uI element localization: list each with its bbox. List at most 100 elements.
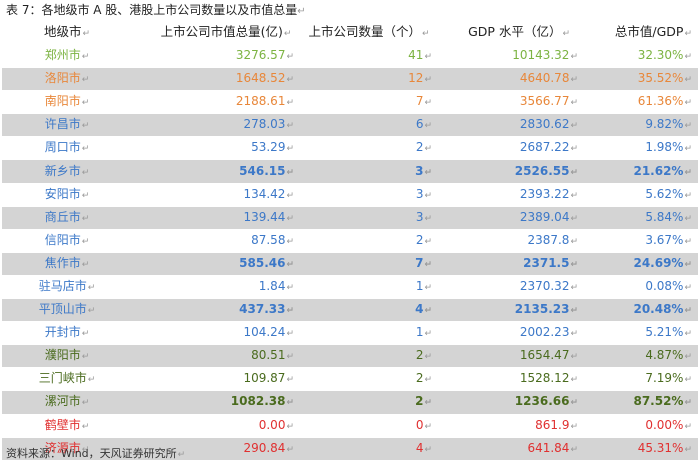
market-cap-cell: 2188.61↵ — [235, 94, 294, 109]
market-cap-cell: 0.00↵ — [258, 417, 294, 432]
gdp-cell: 2830.62↵ — [519, 117, 578, 132]
city-cell: 漯河市↵ — [44, 394, 90, 409]
city-cell: 济源市↵ — [44, 440, 90, 455]
company-count-cell: 2↵ — [415, 232, 432, 247]
gdp-cell: 641.84↵ — [527, 440, 578, 455]
company-count-cell: 3↵ — [415, 186, 432, 201]
cap-gdp-ratio-cell: 87.52%↵ — [633, 394, 692, 409]
city-cell: 濮阳市↵ — [44, 348, 90, 363]
company-count-cell: 2↵ — [415, 371, 432, 386]
city-cell: 信阳市↵ — [44, 232, 90, 247]
caption-text: 表 7：各地级市 A 股、港股上市公司数量以及市值总量 — [6, 3, 298, 17]
gdp-cell: 2389.04↵ — [519, 209, 578, 224]
market-cap-cell: 3276.57↵ — [235, 48, 294, 63]
city-cell: 安阳市↵ — [44, 186, 90, 201]
cap-gdp-ratio-cell: 4.87%↵ — [645, 348, 692, 363]
table-row: 周口市↵ 53.29↵ 2↵ 2687.22↵ 1.98%↵ — [2, 136, 698, 160]
company-count-cell: 2↵ — [415, 394, 432, 409]
market-cap-cell: 546.15↵ — [239, 163, 294, 178]
table-row: 濮阳市↵ 80.51↵ 2↵ 1654.47↵ 4.87%↵ — [2, 344, 698, 368]
city-cell: 驻马店市↵ — [38, 278, 96, 293]
data-table: 地级市↵ 上市公司市值总量(亿)↵ 上市公司数量（个）↵ GDP 水平（亿）↵ … — [2, 21, 698, 460]
source-text: 资料来源：Wind，天风证券研究所 — [6, 447, 177, 460]
table-row: 郑州市↵ 3276.57↵ 41↵ 10143.32↵ 32.30%↵ — [2, 44, 698, 68]
cap-gdp-ratio-cell: 7.19%↵ — [645, 371, 692, 386]
gdp-cell: 1528.12↵ — [519, 371, 578, 386]
cap-gdp-ratio-cell: 20.48%↵ — [633, 302, 692, 317]
company-count-cell: 2↵ — [415, 140, 432, 155]
gdp-cell: 861.9↵ — [535, 417, 578, 432]
table-row: 济源市↵ 290.84↵ 4↵ 641.84↵ 45.31%↵ — [2, 436, 698, 460]
company-count-cell: 1↵ — [415, 278, 432, 293]
table-row: 许昌市↵ 278.03↵ 6↵ 2830.62↵ 9.82%↵ — [2, 113, 698, 137]
gdp-cell: 2002.23↵ — [519, 325, 578, 340]
gdp-cell: 1654.47↵ — [519, 348, 578, 363]
city-cell: 南阳市↵ — [44, 94, 90, 109]
market-cap-cell: 1648.52↵ — [235, 71, 294, 86]
market-cap-cell: 80.51↵ — [251, 348, 294, 363]
cap-gdp-ratio-cell: 5.21%↵ — [645, 325, 692, 340]
gdp-cell: 2687.22↵ — [519, 140, 578, 155]
market-cap-cell: 1082.38↵ — [230, 394, 294, 409]
market-cap-cell: 290.84↵ — [243, 440, 294, 455]
market-cap-cell: 104.24↵ — [243, 325, 294, 340]
header-cap-gdp-ratio: 总市值/GDP↵ — [614, 24, 692, 39]
city-cell: 郑州市↵ — [44, 48, 90, 63]
company-count-cell: 3↵ — [415, 163, 432, 178]
cap-gdp-ratio-cell: 21.62%↵ — [633, 163, 692, 178]
city-cell: 开封市↵ — [44, 325, 90, 340]
company-count-cell: 0↵ — [415, 417, 432, 432]
table-row: 漯河市↵ 1082.38↵ 2↵ 1236.66↵ 87.52%↵ — [2, 390, 698, 414]
table-header-row: 地级市↵ 上市公司市值总量(亿)↵ 上市公司数量（个）↵ GDP 水平（亿）↵ … — [2, 21, 698, 44]
company-count-cell: 6↵ — [415, 117, 432, 132]
company-count-cell: 7↵ — [415, 94, 432, 109]
gdp-cell: 3566.77↵ — [519, 94, 578, 109]
city-cell: 洛阳市↵ — [44, 71, 90, 86]
gdp-cell: 2387.8↵ — [527, 232, 578, 247]
table-row: 新乡市↵ 546.15↵ 3↵ 2526.55↵ 21.62%↵ — [2, 159, 698, 183]
table-row: 商丘市↵ 139.44↵ 3↵ 2389.04↵ 5.84%↵ — [2, 205, 698, 229]
city-cell: 新乡市↵ — [44, 163, 90, 178]
city-cell: 鹤壁市↵ — [44, 417, 90, 432]
market-cap-cell: 87.58↵ — [251, 232, 294, 247]
market-cap-cell: 109.87↵ — [243, 371, 294, 386]
city-cell: 许昌市↵ — [44, 117, 90, 132]
header-gdp: GDP 水平（亿）↵ — [468, 24, 570, 39]
gdp-cell: 2393.22↵ — [519, 186, 578, 201]
header-company-count: 上市公司数量（个）↵ — [308, 24, 430, 39]
cap-gdp-ratio-cell: 45.31%↵ — [637, 440, 692, 455]
cap-gdp-ratio-cell: 24.69%↵ — [633, 255, 692, 270]
city-cell: 焦作市↵ — [44, 255, 90, 270]
cap-gdp-ratio-cell: 3.67%↵ — [645, 232, 692, 247]
table-row: 信阳市↵ 87.58↵ 2↵ 2387.8↵ 3.67%↵ — [2, 228, 698, 252]
market-cap-cell: 278.03↵ — [243, 117, 294, 132]
table-row: 焦作市↵ 585.46↵ 7↵ 2371.5↵ 24.69%↵ — [2, 251, 698, 275]
header-city: 地级市↵ — [43, 24, 91, 39]
cap-gdp-ratio-cell: 35.52%↵ — [637, 71, 692, 86]
cap-gdp-ratio-cell: 0.08%↵ — [645, 278, 692, 293]
gdp-cell: 2370.32↵ — [519, 278, 578, 293]
company-count-cell: 7↵ — [415, 255, 432, 270]
table-row: 洛阳市↵ 1648.52↵ 12↵ 4640.78↵ 35.52%↵ — [2, 67, 698, 91]
market-cap-cell: 437.33↵ — [239, 302, 294, 317]
table-row: 鹤壁市↵ 0.00↵ 0↵ 861.9↵ 0.00%↵ — [2, 413, 698, 437]
table-row: 安阳市↵ 134.42↵ 3↵ 2393.22↵ 5.62%↵ — [2, 182, 698, 206]
cap-gdp-ratio-cell: 5.84%↵ — [645, 209, 692, 224]
market-cap-cell: 134.42↵ — [243, 186, 294, 201]
gdp-cell: 4640.78↵ — [519, 71, 578, 86]
company-count-cell: 12↵ — [408, 71, 432, 86]
gdp-cell: 1236.66↵ — [514, 394, 578, 409]
city-cell: 商丘市↵ — [44, 209, 90, 224]
company-count-cell: 3↵ — [415, 209, 432, 224]
cap-gdp-ratio-cell: 61.36%↵ — [637, 94, 692, 109]
cap-gdp-ratio-cell: 32.30%↵ — [637, 48, 692, 63]
company-count-cell: 4↵ — [415, 440, 432, 455]
gdp-cell: 10143.32↵ — [512, 48, 578, 63]
city-cell: 平顶山市↵ — [38, 302, 96, 317]
market-cap-cell: 585.46↵ — [239, 255, 294, 270]
table-caption: 表 7：各地级市 A 股、港股上市公司数量以及市值总量↵ — [6, 1, 696, 19]
company-count-cell: 41↵ — [408, 48, 432, 63]
cap-gdp-ratio-cell: 0.00%↵ — [645, 417, 692, 432]
company-count-cell: 4↵ — [415, 302, 432, 317]
header-market-cap: 上市公司市值总量(亿)↵ — [160, 24, 292, 39]
